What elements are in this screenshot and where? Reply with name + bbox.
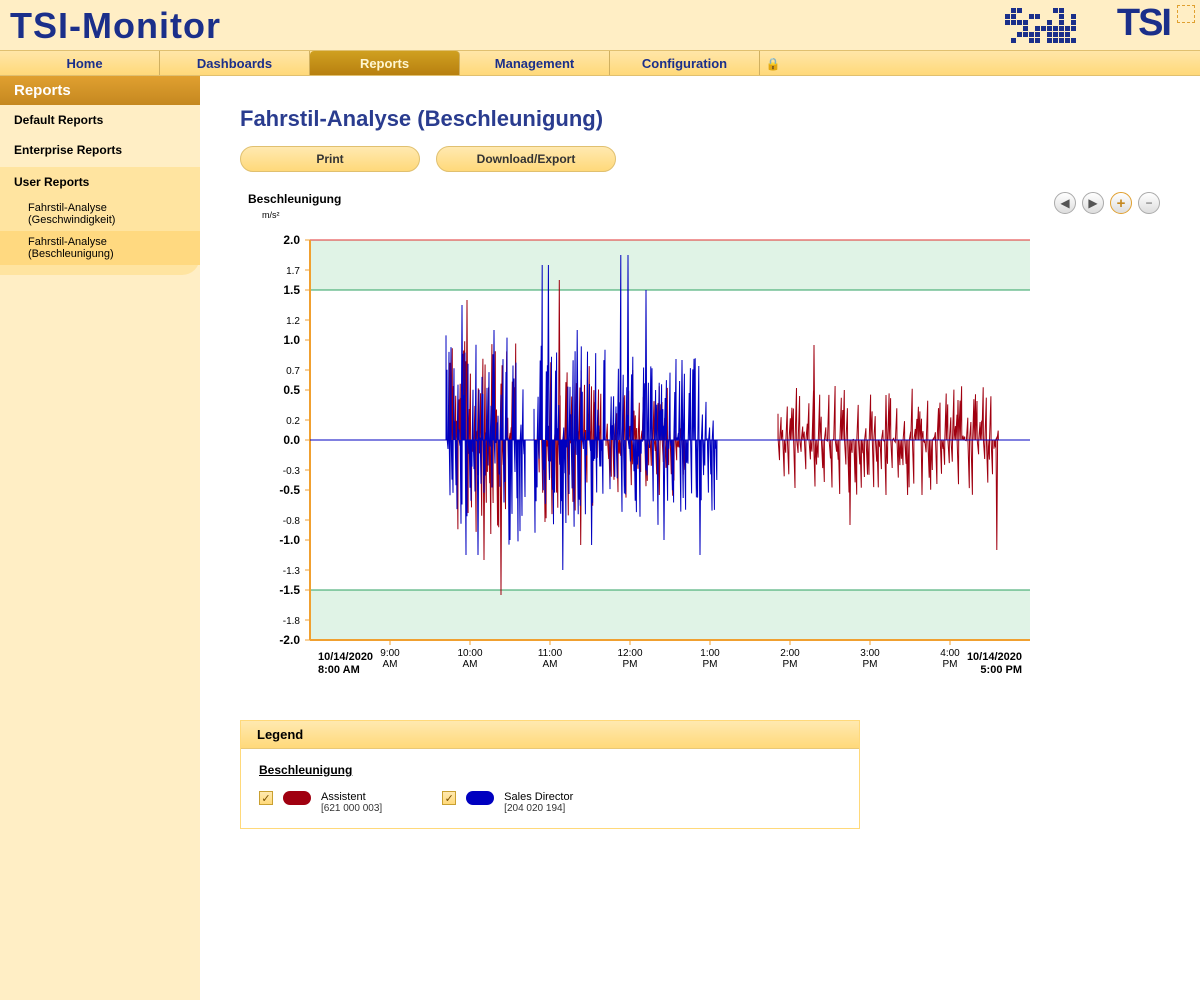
svg-text:AM: AM bbox=[463, 659, 478, 670]
sidebar-header: Reports bbox=[0, 76, 200, 105]
legend-label: Sales Director bbox=[504, 791, 573, 803]
svg-text:0.7: 0.7 bbox=[286, 366, 300, 377]
nav-item-dashboards[interactable]: Dashboards bbox=[160, 51, 310, 75]
chart-next-button[interactable]: ▶ bbox=[1082, 192, 1104, 214]
svg-text:-1.8: -1.8 bbox=[283, 616, 301, 627]
svg-text:1:00: 1:00 bbox=[700, 648, 720, 659]
chart-title-block: Beschleunigung m/s² bbox=[248, 192, 341, 220]
print-button[interactable]: Print bbox=[240, 146, 420, 172]
svg-text:0.2: 0.2 bbox=[286, 416, 300, 427]
chart-prev-button[interactable]: ◀ bbox=[1054, 192, 1076, 214]
sidebar-item-user-reports[interactable]: User Reports bbox=[0, 167, 200, 197]
svg-text:-1.0: -1.0 bbox=[279, 533, 300, 547]
chart-title: Beschleunigung bbox=[248, 192, 341, 206]
svg-text:0.5: 0.5 bbox=[283, 383, 300, 397]
fullscreen-icon[interactable] bbox=[1177, 5, 1195, 23]
logo-dots-icon bbox=[1005, 8, 1085, 48]
svg-text:2.0: 2.0 bbox=[283, 233, 300, 247]
lock-icon[interactable]: 🔒 bbox=[760, 51, 786, 75]
logo-text: TSI bbox=[1117, 2, 1170, 45]
legend-sublabel: [204 020 194] bbox=[504, 803, 573, 814]
svg-text:12:00: 12:00 bbox=[617, 648, 642, 659]
main-content: Fahrstil-Analyse (Beschleunigung) Print … bbox=[200, 76, 1200, 1000]
export-button[interactable]: Download/Export bbox=[436, 146, 616, 172]
nav-item-management[interactable]: Management bbox=[460, 51, 610, 75]
legend-swatch bbox=[466, 791, 494, 805]
svg-text:AM: AM bbox=[383, 659, 398, 670]
svg-text:1.7: 1.7 bbox=[286, 266, 300, 277]
svg-text:-2.0: -2.0 bbox=[279, 633, 300, 647]
nav-item-home[interactable]: Home bbox=[10, 51, 160, 75]
svg-text:10:00: 10:00 bbox=[457, 648, 482, 659]
main-nav: HomeDashboardsReportsManagementConfigura… bbox=[0, 50, 1200, 76]
svg-text:8:00 AM: 8:00 AM bbox=[318, 664, 360, 676]
legend-box: Legend Beschleunigung ✓ Assistent[621 000… bbox=[240, 720, 860, 829]
legend-label: Assistent bbox=[321, 791, 382, 803]
svg-text:1.0: 1.0 bbox=[283, 333, 300, 347]
legend-item: ✓ Assistent[621 000 003] bbox=[259, 791, 382, 814]
sidebar-item-default-reports[interactable]: Default Reports bbox=[0, 105, 200, 135]
svg-text:9:00: 9:00 bbox=[380, 648, 400, 659]
svg-text:1.5: 1.5 bbox=[283, 283, 300, 297]
chart-zoom-out-button[interactable]: − bbox=[1138, 192, 1160, 214]
svg-text:PM: PM bbox=[863, 659, 878, 670]
sidebar: Reports Default ReportsEnterprise Report… bbox=[0, 76, 200, 1000]
svg-text:3:00: 3:00 bbox=[860, 648, 880, 659]
legend-subtitle: Beschleunigung bbox=[259, 763, 841, 777]
nav-item-reports[interactable]: Reports bbox=[310, 51, 460, 75]
svg-text:AM: AM bbox=[543, 659, 558, 670]
svg-text:1.2: 1.2 bbox=[286, 316, 300, 327]
sidebar-subitem[interactable]: Fahrstil-Analyse (Beschleunigung) bbox=[0, 231, 200, 265]
chart-zoom-in-button[interactable]: + bbox=[1110, 192, 1132, 214]
svg-text:-1.3: -1.3 bbox=[283, 566, 301, 577]
svg-text:0.0: 0.0 bbox=[283, 433, 300, 447]
svg-text:PM: PM bbox=[623, 659, 638, 670]
svg-text:2:00: 2:00 bbox=[780, 648, 800, 659]
legend-sublabel: [621 000 003] bbox=[321, 803, 382, 814]
legend-checkbox[interactable]: ✓ bbox=[259, 791, 273, 805]
svg-text:PM: PM bbox=[943, 659, 958, 670]
svg-text:-1.5: -1.5 bbox=[279, 583, 300, 597]
app-title: TSI-Monitor bbox=[10, 5, 221, 46]
svg-text:-0.3: -0.3 bbox=[283, 466, 301, 477]
svg-text:10/14/2020: 10/14/2020 bbox=[318, 651, 373, 663]
svg-text:5:00 PM: 5:00 PM bbox=[980, 664, 1022, 676]
app-header: TSI-Monitor TSI bbox=[0, 0, 1200, 50]
legend-checkbox[interactable]: ✓ bbox=[442, 791, 456, 805]
svg-text:4:00: 4:00 bbox=[940, 648, 960, 659]
legend-item: ✓ Sales Director[204 020 194] bbox=[442, 791, 573, 814]
chart: 2.0 1.7 1.5 1.2 1.0 0.7 0.5 0.2 0.0 -0.3 -0.5 -0.8 -… bbox=[240, 230, 1160, 690]
svg-text:10/14/2020: 10/14/2020 bbox=[967, 651, 1022, 663]
svg-text:-0.5: -0.5 bbox=[279, 483, 300, 497]
legend-swatch bbox=[283, 791, 311, 805]
sidebar-subitem[interactable]: Fahrstil-Analyse (Geschwindigkeit) bbox=[0, 197, 200, 231]
svg-text:11:00: 11:00 bbox=[538, 648, 563, 659]
chart-svg: 2.0 1.7 1.5 1.2 1.0 0.7 0.5 0.2 0.0 -0.3 -0.5 -0.8 -… bbox=[240, 230, 1060, 690]
sidebar-item-enterprise-reports[interactable]: Enterprise Reports bbox=[0, 135, 200, 165]
svg-text:PM: PM bbox=[783, 659, 798, 670]
svg-text:PM: PM bbox=[703, 659, 718, 670]
nav-item-configuration[interactable]: Configuration bbox=[610, 51, 760, 75]
legend-header: Legend bbox=[241, 721, 859, 749]
sidebar-group-user-reports: User Reports Fahrstil-Analyse (Geschwind… bbox=[0, 167, 200, 275]
chart-unit: m/s² bbox=[262, 210, 341, 220]
svg-text:-0.8: -0.8 bbox=[283, 516, 301, 527]
page-title: Fahrstil-Analyse (Beschleunigung) bbox=[240, 106, 1160, 132]
